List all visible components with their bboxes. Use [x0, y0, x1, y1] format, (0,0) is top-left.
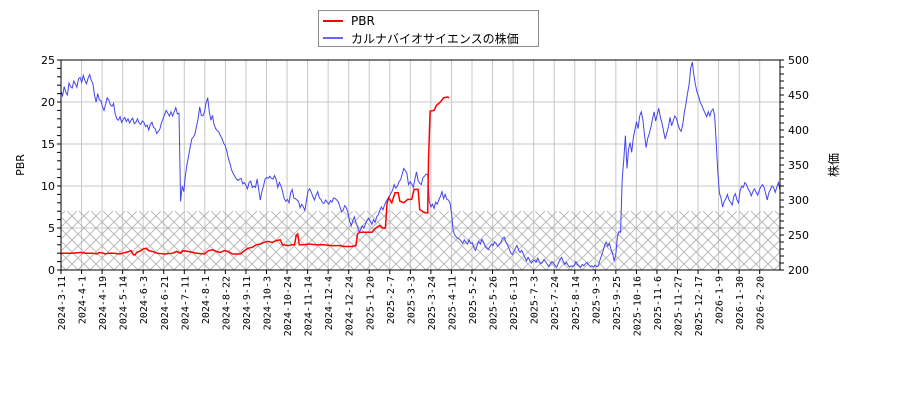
svg-text:2024-6-21: 2024-6-21 — [160, 276, 171, 330]
svg-text:2025-5-2: 2025-5-2 — [468, 276, 479, 324]
svg-text:2026-1-9: 2026-1-9 — [715, 276, 726, 324]
svg-text:2026-2-20: 2026-2-20 — [756, 276, 767, 330]
svg-text:2025-8-14: 2025-8-14 — [571, 276, 582, 330]
svg-text:10: 10 — [41, 180, 55, 193]
right-axis: 200 250 300 350 400 450 500 — [780, 54, 809, 277]
svg-text:500: 500 — [788, 54, 809, 67]
svg-text:2024-12-24: 2024-12-24 — [345, 276, 356, 336]
svg-text:0: 0 — [48, 264, 55, 277]
svg-text:2025-9-25: 2025-9-25 — [612, 276, 623, 330]
svg-text:2024-11-14: 2024-11-14 — [304, 276, 315, 336]
svg-text:400: 400 — [788, 124, 809, 137]
svg-text:2025-7-24: 2025-7-24 — [550, 276, 561, 330]
svg-text:2025-12-17: 2025-12-17 — [694, 276, 705, 336]
legend-item-stock-price: カルナバイオサイエンスの株価 — [323, 30, 519, 46]
svg-text:2024-8-22: 2024-8-22 — [221, 276, 232, 330]
svg-text:25: 25 — [41, 54, 55, 67]
svg-text:2026-1-30: 2026-1-30 — [735, 276, 746, 330]
legend-label-pbr: PBR — [351, 14, 375, 28]
x-axis: 2024-3-11 2024-4-1 2024-4-19 2024-5-14 2024-… — [57, 270, 767, 336]
svg-text:2024-9-11: 2024-9-11 — [242, 276, 253, 330]
left-axis-label: PBR — [14, 154, 27, 176]
svg-text:2024-4-19: 2024-4-19 — [98, 276, 109, 330]
svg-text:2025-9-3: 2025-9-3 — [591, 276, 602, 324]
legend-label-stock-price: カルナバイオサイエンスの株価 — [351, 31, 519, 46]
legend-swatch-stock-price — [323, 37, 343, 39]
svg-text:15: 15 — [41, 138, 55, 151]
legend-swatch-pbr — [323, 20, 343, 22]
hatched-band — [61, 211, 780, 270]
series-stock-price-line — [61, 61, 780, 269]
svg-text:5: 5 — [48, 222, 55, 235]
svg-text:2025-5-26: 2025-5-26 — [489, 276, 500, 330]
svg-text:2024-10-24: 2024-10-24 — [283, 276, 294, 336]
svg-text:2024-7-11: 2024-7-11 — [180, 276, 191, 330]
svg-text:2025-10-16: 2025-10-16 — [632, 276, 643, 336]
svg-text:2025-1-20: 2025-1-20 — [365, 276, 376, 330]
svg-text:200: 200 — [788, 264, 809, 277]
svg-text:350: 350 — [788, 159, 809, 172]
legend: PBR カルナバイオサイエンスの株価 — [318, 10, 539, 47]
svg-text:2024-5-14: 2024-5-14 — [119, 276, 130, 330]
svg-text:2024-12-4: 2024-12-4 — [324, 276, 335, 330]
svg-text:2025-4-11: 2025-4-11 — [447, 276, 458, 330]
svg-text:2024-8-1: 2024-8-1 — [201, 276, 212, 324]
svg-text:2025-3-3: 2025-3-3 — [406, 276, 417, 324]
right-axis-label: 株価 — [826, 153, 841, 177]
svg-text:2025-2-7: 2025-2-7 — [386, 276, 397, 324]
svg-text:2024-6-3: 2024-6-3 — [139, 276, 150, 324]
series-pbr-line — [61, 96, 450, 256]
svg-text:2024-3-11: 2024-3-11 — [57, 276, 68, 330]
svg-text:450: 450 — [788, 89, 809, 102]
svg-text:2024-4-1: 2024-4-1 — [78, 276, 89, 324]
svg-text:2025-7-3: 2025-7-3 — [530, 276, 541, 324]
svg-text:20: 20 — [41, 96, 55, 109]
svg-text:2025-11-6: 2025-11-6 — [653, 276, 664, 330]
svg-text:300: 300 — [788, 194, 809, 207]
svg-text:2025-11-27: 2025-11-27 — [674, 276, 685, 336]
svg-text:2025-3-24: 2025-3-24 — [427, 276, 438, 330]
svg-text:2025-6-13: 2025-6-13 — [509, 276, 520, 330]
svg-text:250: 250 — [788, 229, 809, 242]
legend-item-pbr: PBR — [323, 13, 375, 29]
svg-text:2024-10-3: 2024-10-3 — [263, 276, 274, 330]
left-axis: 0 5 10 15 20 25 — [41, 54, 61, 277]
